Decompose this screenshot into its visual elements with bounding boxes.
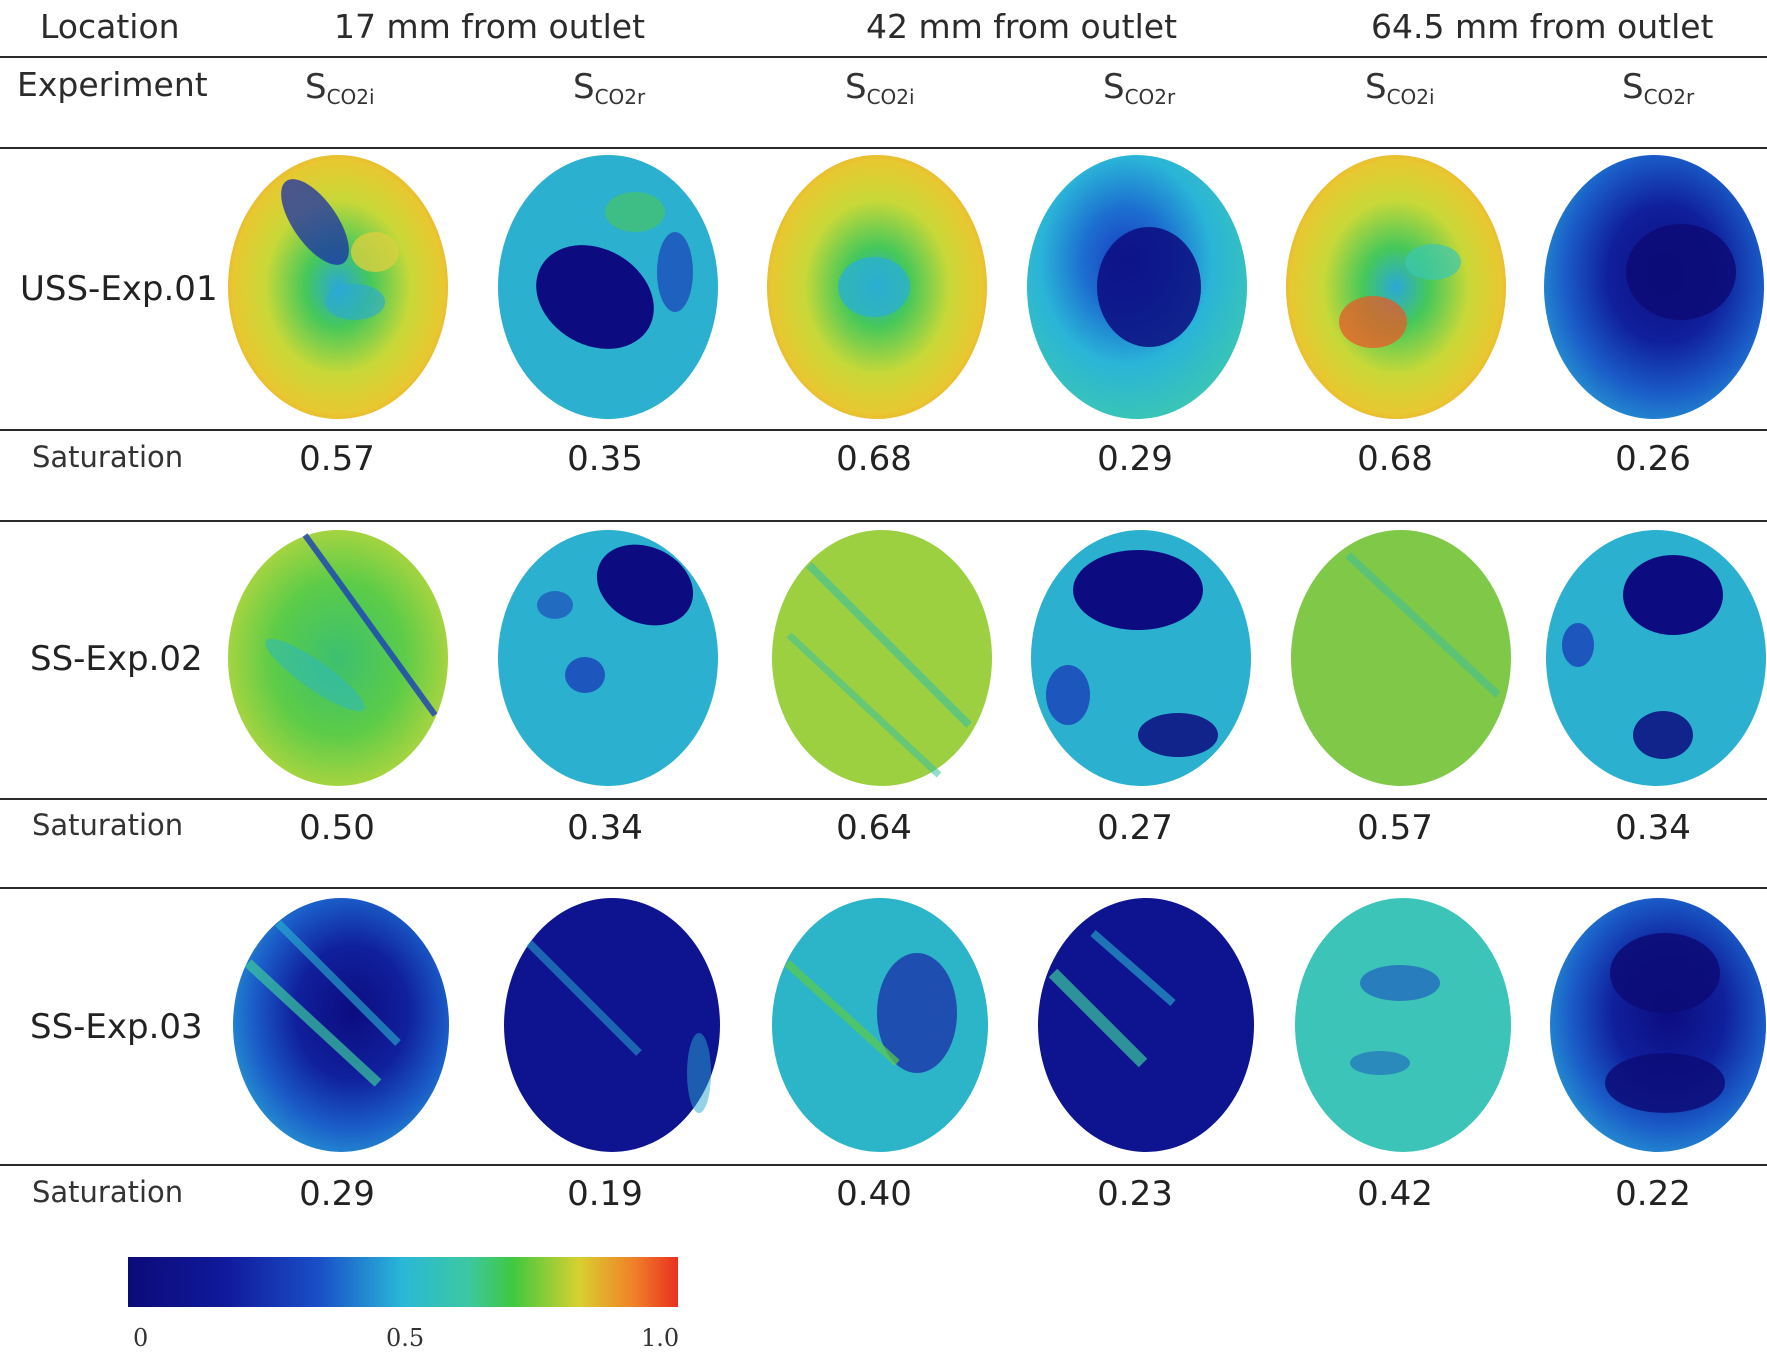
saturation-value: 0.19 (567, 1174, 643, 1214)
saturation-value: 0.27 (1097, 808, 1173, 848)
saturation-value: 0.29 (1097, 439, 1173, 479)
saturation-value: 0.57 (299, 439, 375, 479)
row-rule (0, 429, 1767, 431)
header-rule (0, 56, 1767, 58)
colorbar-tick-0-5: 0.5 (386, 1324, 425, 1352)
colorbar-tick-1-0: 1.0 (641, 1324, 680, 1352)
saturation-map (772, 530, 992, 786)
row-rule (0, 147, 1767, 149)
saturation-map (1286, 155, 1506, 419)
column-symbol: SCO2i (845, 67, 915, 109)
saturation-map (1031, 530, 1251, 786)
location-42mm: 42 mm from outlet (866, 7, 1178, 46)
saturation-value: 0.68 (1357, 439, 1433, 479)
saturation-value: 0.42 (1357, 1174, 1433, 1214)
location-64-5mm: 64.5 mm from outlet (1371, 7, 1714, 46)
saturation-map (1038, 898, 1254, 1152)
saturation-map (772, 898, 988, 1152)
saturation-value: 0.26 (1615, 439, 1691, 479)
row-label-ss-exp03: SS-Exp.03 (30, 1007, 203, 1047)
saturation-value: 0.64 (836, 808, 912, 848)
saturation-value: 0.29 (299, 1174, 375, 1214)
column-symbol: SCO2r (573, 67, 646, 109)
saturation-label: Saturation (32, 1175, 184, 1209)
saturation-map (504, 898, 720, 1152)
saturation-value: 0.34 (567, 808, 643, 848)
saturation-value: 0.35 (567, 439, 643, 479)
column-symbol: SCO2r (1622, 67, 1695, 109)
saturation-value: 0.22 (1615, 1174, 1691, 1214)
saturation-map (1291, 530, 1511, 786)
saturation-map (1546, 530, 1766, 786)
saturation-map (498, 155, 718, 419)
saturation-value: 0.68 (836, 439, 912, 479)
saturation-label: Saturation (32, 808, 184, 842)
experiment-header: Experiment (17, 65, 208, 104)
saturation-map (1027, 155, 1247, 419)
row-rule (0, 1164, 1767, 1166)
saturation-map (228, 155, 448, 419)
saturation-map (1544, 155, 1764, 419)
saturation-map (228, 530, 448, 786)
saturation-map (1550, 898, 1766, 1152)
row-label-uss-exp01: USS-Exp.01 (20, 269, 218, 309)
location-header: Location (40, 7, 180, 46)
row-rule (0, 887, 1767, 889)
column-symbol: SCO2r (1103, 67, 1176, 109)
row-rule (0, 520, 1767, 522)
saturation-map (1295, 898, 1511, 1152)
saturation-value: 0.40 (836, 1174, 912, 1214)
row-rule (0, 798, 1767, 800)
column-symbol: SCO2i (1365, 67, 1435, 109)
colorbar (128, 1257, 678, 1307)
saturation-value: 0.57 (1357, 808, 1433, 848)
column-symbol: SCO2i (305, 67, 375, 109)
saturation-map (767, 155, 987, 419)
colorbar-tick-0: 0 (133, 1324, 149, 1352)
saturation-map (233, 898, 449, 1152)
location-17mm: 17 mm from outlet (334, 7, 646, 46)
saturation-value: 0.34 (1615, 808, 1691, 848)
saturation-label: Saturation (32, 440, 184, 474)
saturation-map (498, 530, 718, 786)
saturation-value: 0.23 (1097, 1174, 1173, 1214)
saturation-value: 0.50 (299, 808, 375, 848)
row-label-ss-exp02: SS-Exp.02 (30, 639, 203, 679)
